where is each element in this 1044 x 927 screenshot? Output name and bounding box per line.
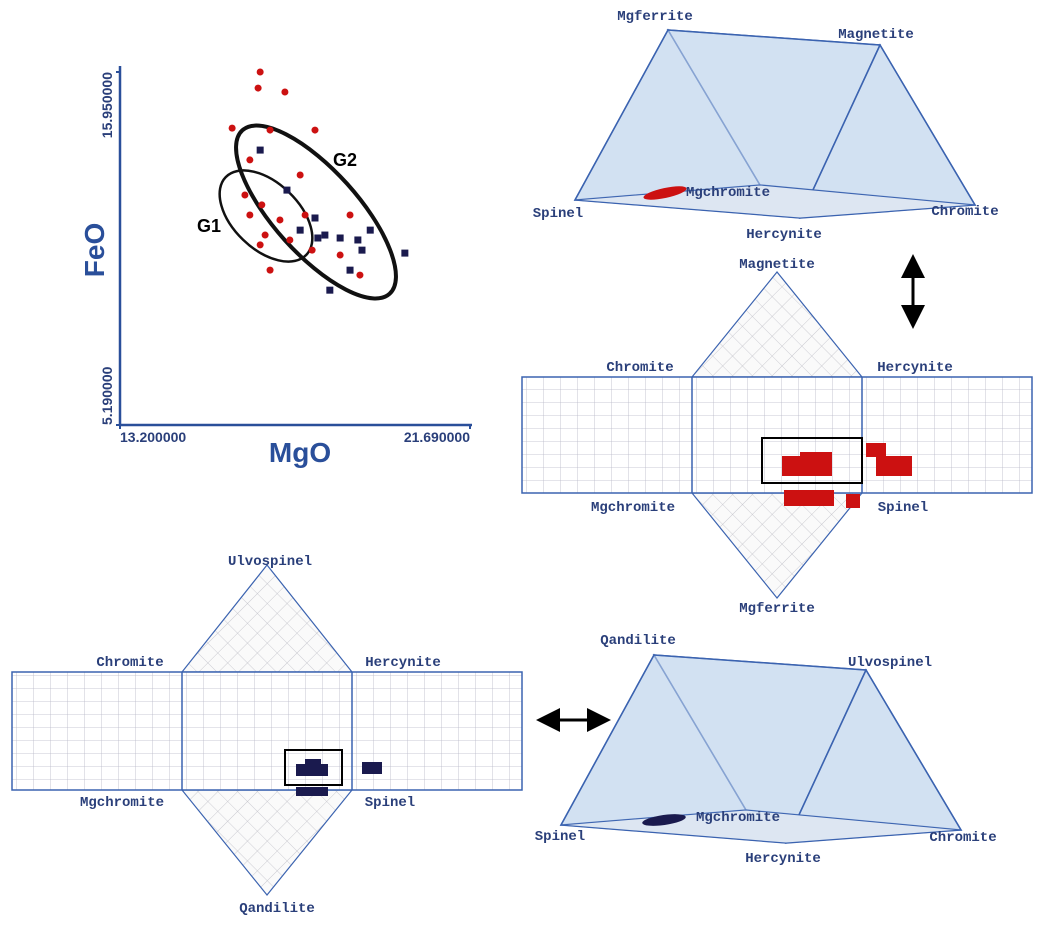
point	[256, 68, 264, 76]
point	[258, 201, 266, 209]
net-triangle	[180, 789, 354, 896]
data-cluster	[296, 759, 382, 796]
vertex-label: Hercynite	[745, 851, 821, 867]
data-cluster	[642, 814, 686, 826]
point	[346, 211, 354, 219]
point	[241, 191, 249, 199]
y-tick-label: 5.190000	[99, 366, 115, 425]
vertex-label: Mgchromite	[696, 810, 780, 826]
scatter-plot: MgO FeO G1 G2 13.200000 21.690000 5.190000…	[79, 66, 472, 468]
point	[321, 231, 329, 239]
data-cluster	[782, 443, 912, 508]
point	[246, 156, 254, 164]
vertex-label: Spinel	[535, 829, 585, 845]
point	[358, 246, 366, 254]
point	[254, 84, 262, 92]
point	[281, 88, 289, 96]
point	[296, 226, 304, 234]
vertex-label: Hercynite	[746, 227, 822, 243]
point	[366, 226, 374, 234]
annotation: G2	[333, 150, 357, 170]
vertex-label: Spinel	[878, 500, 928, 516]
vertex-label: Ulvospinel	[848, 655, 932, 671]
point	[311, 126, 319, 134]
y-tick-label: 15.950000	[99, 72, 115, 138]
point	[311, 214, 319, 222]
vertex-label: Hercynite	[365, 655, 441, 671]
point	[228, 124, 236, 132]
point	[261, 231, 269, 239]
vertex-label: Spinel	[533, 206, 583, 222]
selection-box	[761, 437, 863, 484]
point	[336, 234, 344, 242]
vertex-label: Chromite	[929, 830, 996, 846]
point	[266, 266, 274, 274]
vertex-label: Mgferrite	[739, 601, 815, 617]
data-cluster	[643, 186, 687, 200]
point	[246, 211, 254, 219]
point	[354, 236, 362, 244]
point	[286, 236, 294, 244]
vertex-label: Spinel	[365, 795, 415, 811]
net-triangle	[180, 564, 354, 673]
vertex-label: Magnetite	[838, 27, 914, 43]
annotation: G1	[197, 216, 221, 236]
point	[256, 241, 264, 249]
x-tick-label: 13.200000	[120, 429, 186, 445]
point	[346, 266, 354, 274]
vertex-label: Qandilite	[239, 901, 315, 917]
net-strip	[521, 376, 1033, 494]
point	[276, 216, 284, 224]
vertex-label: Chromite	[931, 204, 998, 220]
point	[336, 251, 344, 259]
ellipse-g2	[234, 123, 398, 301]
vertex-label: Mgchromite	[686, 185, 770, 201]
point	[314, 234, 322, 242]
net-triangle	[690, 492, 864, 599]
point	[301, 211, 309, 219]
prism-bottom: Qandilite Ulvospinel Spinel Mgchromite H…	[535, 633, 997, 867]
y-axis-title: FeO	[79, 223, 110, 277]
point	[401, 249, 409, 257]
point	[266, 126, 274, 134]
vertex-label: Mgchromite	[591, 500, 675, 516]
vertex-label: Hercynite	[877, 360, 953, 376]
point	[356, 271, 364, 279]
point	[256, 146, 264, 154]
net-bottom: Ulvospinel Chromite Hercynite Mgchromite…	[11, 554, 523, 917]
x-tick-label: 21.690000	[404, 429, 470, 445]
point	[296, 171, 304, 179]
vertex-label: Mgchromite	[80, 795, 164, 811]
point	[326, 286, 334, 294]
selection-box	[284, 749, 343, 786]
prism-top: Mgferrite Magnetite Spinel Mgchromite He…	[533, 9, 999, 243]
net-triangle	[690, 271, 864, 378]
vertex-label: Qandilite	[600, 633, 676, 649]
net-top: Magnetite Chromite Hercynite Mgchromite …	[521, 257, 1033, 617]
point	[308, 246, 316, 254]
vertex-label: Chromite	[606, 360, 673, 376]
x-axis-title: MgO	[269, 437, 331, 468]
vertex-label: Chromite	[96, 655, 163, 671]
point	[283, 186, 291, 194]
vertex-label: Ulvospinel	[228, 554, 312, 570]
vertex-label: Magnetite	[739, 257, 815, 273]
vertex-label: Mgferrite	[617, 9, 693, 25]
net-strip	[11, 671, 523, 791]
